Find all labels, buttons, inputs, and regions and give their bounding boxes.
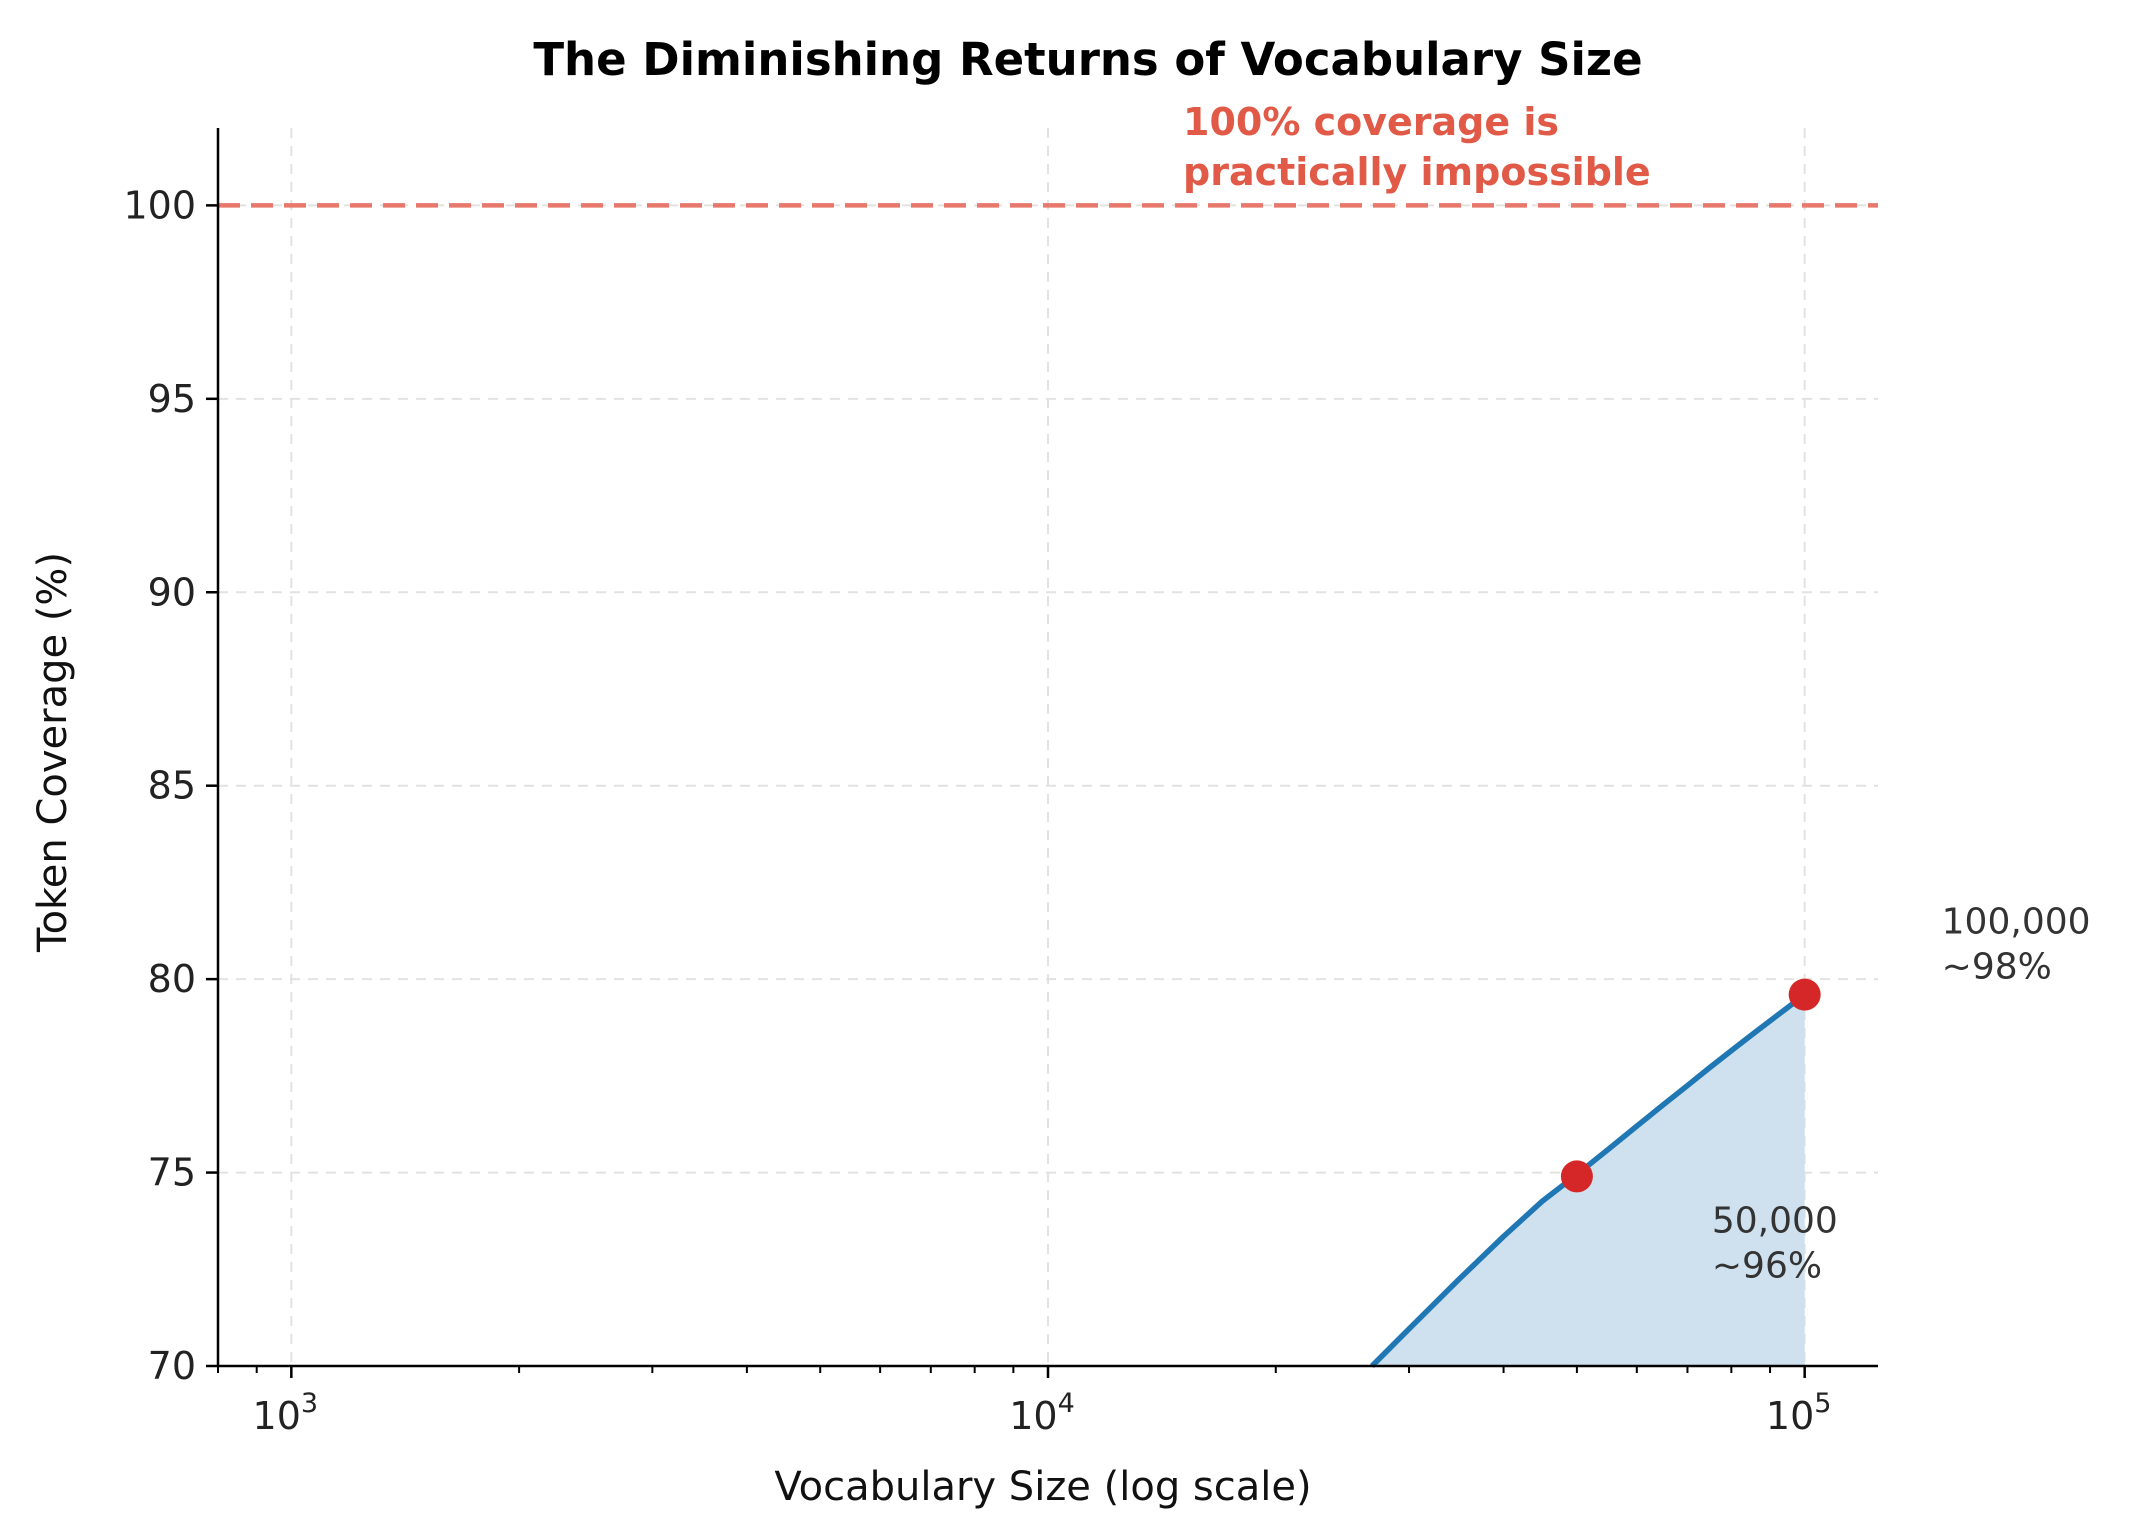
coverage-curve	[1370, 992, 1807, 1368]
data-point-marker	[1560, 1160, 1593, 1193]
data-point-marker	[1788, 978, 1821, 1011]
x-tick-label: 103	[253, 1388, 319, 1438]
x-axis-ticks: 103 104 105	[217, 1366, 1832, 1438]
x-axis-title: Vocabulary Size (log scale)	[774, 1464, 1311, 1510]
y-tick-label: 95	[148, 377, 196, 421]
data-point-value: ~96%	[1712, 1245, 1822, 1286]
highlighted-points: 50,000~96% 100,000~98%	[1560, 902, 2091, 1286]
data-point-label: 50,000	[1712, 1200, 1838, 1241]
x-tick-label: 104	[1009, 1388, 1075, 1438]
data-point-label: 100,000	[1942, 902, 2091, 943]
x-tick-label: 105	[1766, 1388, 1832, 1438]
chart-title: The Diminishing Returns of Vocabulary Si…	[533, 33, 1642, 86]
y-tick-label: 70	[148, 1344, 196, 1388]
y-tick-label: 75	[148, 1151, 196, 1195]
reference-annotation-line2: practically impossible	[1183, 150, 1651, 194]
y-tick-label: 85	[148, 764, 196, 808]
y-tick-label: 90	[148, 570, 196, 614]
y-axis-ticks: 70 75 80 85 90 95 100	[123, 183, 218, 1388]
y-axis-title: Token Coverage (%)	[30, 552, 76, 953]
data-point-value: ~98%	[1942, 947, 2052, 988]
y-tick-label: 80	[148, 957, 196, 1001]
y-tick-label: 100	[123, 183, 196, 227]
reference-annotation-line1: 100% coverage is	[1183, 100, 1559, 144]
